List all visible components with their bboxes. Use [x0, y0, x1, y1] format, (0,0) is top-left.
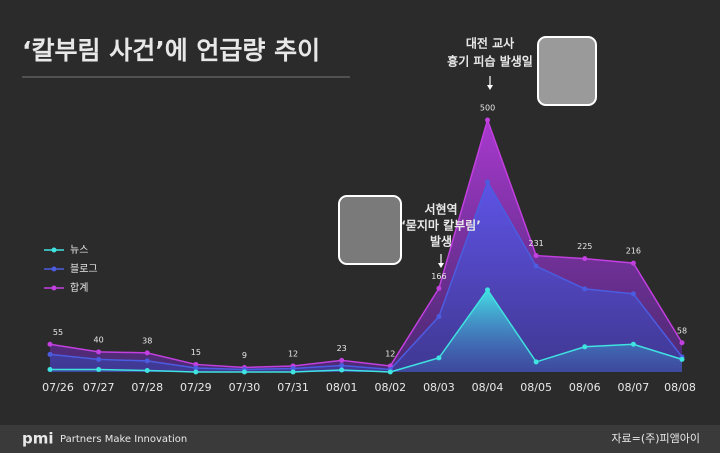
point: [193, 361, 199, 367]
area: [50, 181, 682, 372]
x-tick-label: 08/01: [326, 381, 358, 394]
x-tick-label: 08/08: [664, 381, 696, 394]
legend-dot: [51, 285, 57, 291]
x-tick-label: 08/04: [472, 381, 504, 394]
data-label: 23: [337, 344, 347, 353]
slogan: Partners Make Innovation: [60, 434, 187, 445]
point: [47, 351, 53, 357]
data-label: 9: [242, 351, 247, 360]
legend-label: 뉴스: [70, 244, 88, 256]
x-tick-label: 08/06: [569, 381, 601, 394]
point: [436, 314, 442, 320]
source: 자료=(주)피앰아이: [611, 432, 700, 445]
x-tick-label: 08/05: [520, 381, 552, 394]
x-tick-label: 08/02: [374, 381, 406, 394]
point: [582, 344, 588, 350]
point: [47, 341, 53, 347]
annotation: 서현역: [424, 202, 457, 217]
point: [144, 350, 150, 356]
point: [679, 356, 685, 362]
point: [679, 340, 685, 346]
data-label: 40: [94, 335, 104, 344]
data-label: 166: [431, 272, 446, 281]
photo: [537, 36, 597, 106]
annotation: 대전 교사: [466, 36, 514, 51]
legend-dot: [51, 266, 57, 272]
x-tick-label: 07/31: [277, 381, 309, 394]
point: [582, 256, 588, 262]
point: [630, 341, 636, 347]
annotation-arrowhead: [438, 263, 444, 268]
point: [533, 263, 539, 269]
footer-band: [0, 425, 720, 453]
data-label: 55: [53, 328, 63, 337]
data-label: 38: [142, 336, 152, 345]
data-label: 12: [288, 349, 298, 358]
point: [485, 287, 491, 293]
point: [485, 179, 491, 185]
point: [96, 366, 102, 372]
point: [582, 286, 588, 292]
point: [630, 260, 636, 266]
photo: [338, 195, 402, 265]
data-label: 12: [385, 349, 395, 358]
x-tick-label: 08/07: [618, 381, 650, 394]
point: [436, 355, 442, 361]
data-label: 15: [191, 348, 201, 357]
point: [533, 359, 539, 365]
point: [290, 365, 296, 371]
point: [436, 285, 442, 291]
chart-title: ‘칼부림 사건’에 언급량 추이: [22, 36, 320, 65]
data-label: 500: [480, 104, 495, 113]
point: [193, 369, 199, 375]
point: [144, 367, 150, 373]
x-tick-label: 08/03: [423, 381, 455, 394]
data-label: 216: [626, 247, 641, 256]
x-tick-label: 07/28: [131, 381, 163, 394]
data-label: 58: [677, 326, 687, 335]
point: [144, 358, 150, 364]
area: [50, 289, 682, 372]
x-tick-label: 07/26: [42, 381, 74, 394]
annotation: ‘묻지마 칼부림’: [401, 218, 481, 233]
point: [339, 357, 345, 363]
data-label: 231: [529, 239, 544, 248]
legend-label: 블로그: [70, 263, 98, 275]
point: [290, 369, 296, 375]
x-tick-label: 07/30: [229, 381, 261, 394]
point: [47, 366, 53, 372]
point: [339, 362, 345, 368]
point: [387, 369, 393, 375]
legend-dot: [51, 247, 57, 253]
annotation: 흉기 피습 발생일: [447, 54, 533, 69]
point: [193, 365, 199, 371]
annotation-arrowhead: [487, 85, 493, 90]
point: [241, 369, 247, 375]
line: [49, 180, 683, 371]
point: [96, 356, 102, 362]
line: [49, 117, 683, 369]
point: [485, 117, 491, 123]
point: [339, 367, 345, 373]
logo: pmi: [22, 430, 54, 448]
point: [96, 349, 102, 355]
annotation: 발생: [430, 234, 452, 249]
x-tick-label: 07/29: [180, 381, 212, 394]
line: [50, 288, 683, 373]
data-label: 225: [577, 242, 592, 251]
legend-label: 합계: [70, 282, 88, 294]
point: [630, 291, 636, 297]
point: [533, 253, 539, 259]
x-tick-label: 07/27: [83, 381, 115, 394]
